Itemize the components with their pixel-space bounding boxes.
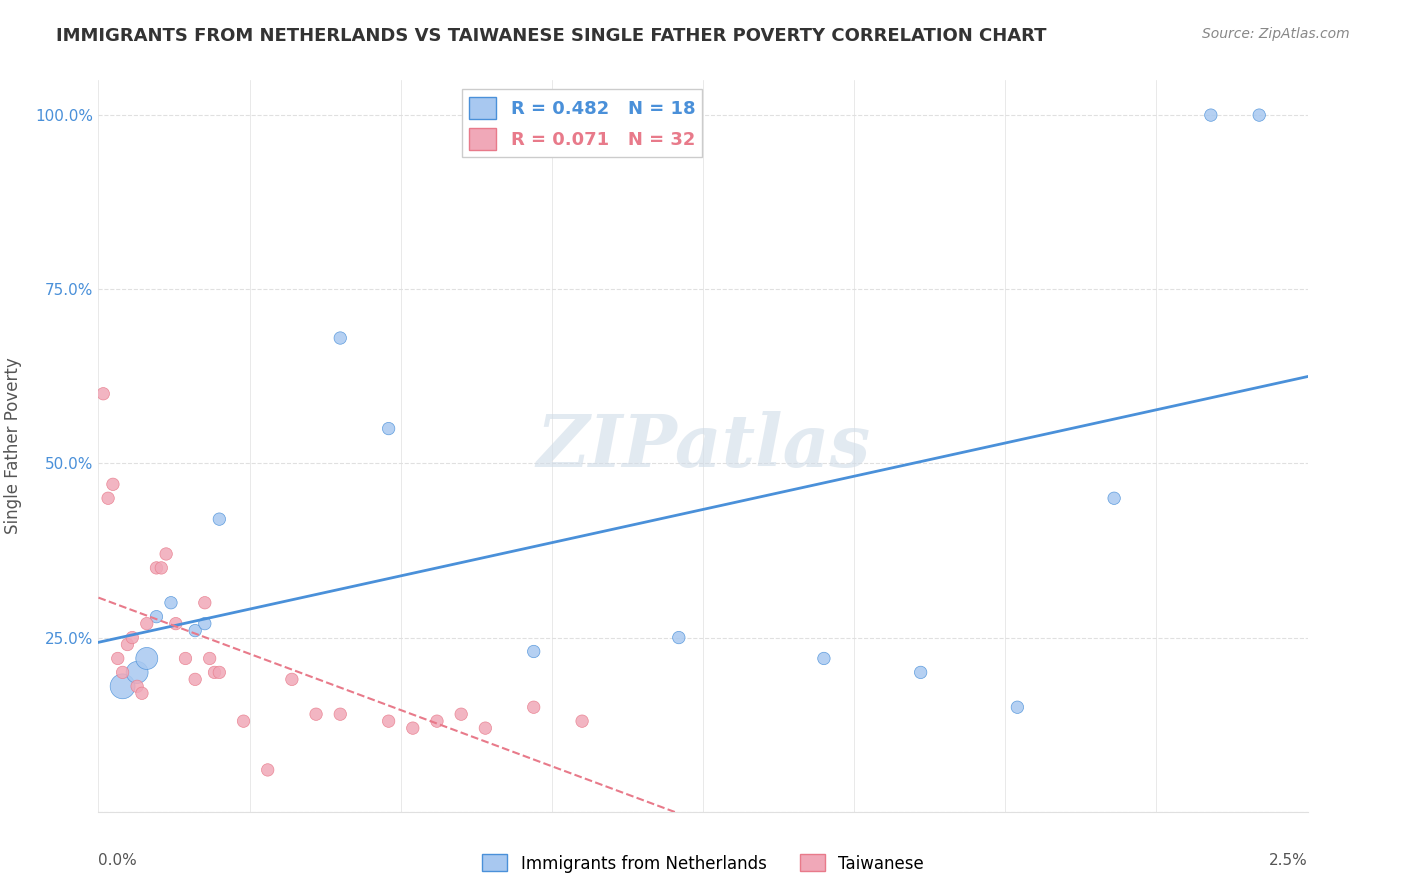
- Y-axis label: Single Father Poverty: Single Father Poverty: [4, 358, 21, 534]
- Point: [91, 386, 114, 401]
- Point: [131, 686, 153, 700]
- Point: [150, 561, 173, 575]
- Point: [117, 638, 139, 652]
- Point: [145, 561, 167, 575]
- Point: [523, 644, 546, 658]
- Legend: R = 0.482   N = 18, R = 0.071   N = 32: R = 0.482 N = 18, R = 0.071 N = 32: [461, 89, 703, 157]
- Point: [184, 624, 207, 638]
- Point: [135, 651, 157, 665]
- Point: [305, 707, 328, 722]
- Point: [145, 609, 167, 624]
- Point: [329, 707, 352, 722]
- Point: [813, 651, 835, 665]
- Point: [101, 477, 124, 491]
- Point: [194, 616, 217, 631]
- Point: [281, 673, 304, 687]
- Point: [329, 331, 352, 345]
- Point: [377, 714, 399, 728]
- Point: [107, 651, 129, 665]
- Point: [208, 665, 231, 680]
- Point: [402, 721, 425, 735]
- Point: [1249, 108, 1271, 122]
- Point: [450, 707, 472, 722]
- Point: [474, 721, 496, 735]
- Point: [127, 665, 149, 680]
- Point: [256, 763, 278, 777]
- Point: [426, 714, 449, 728]
- Point: [523, 700, 546, 714]
- Text: 2.5%: 2.5%: [1268, 854, 1308, 869]
- Point: [155, 547, 177, 561]
- Point: [232, 714, 254, 728]
- Point: [111, 679, 134, 693]
- Point: [668, 631, 690, 645]
- Point: [204, 665, 226, 680]
- Text: 0.0%: 0.0%: [98, 854, 138, 869]
- Point: [121, 631, 143, 645]
- Point: [571, 714, 593, 728]
- Point: [194, 596, 217, 610]
- Point: [198, 651, 221, 665]
- Point: [208, 512, 231, 526]
- Point: [910, 665, 932, 680]
- Point: [160, 596, 183, 610]
- Point: [97, 491, 120, 506]
- Point: [135, 616, 157, 631]
- Point: [1007, 700, 1029, 714]
- Point: [377, 421, 399, 435]
- Point: [111, 665, 134, 680]
- Point: [174, 651, 197, 665]
- Point: [127, 679, 149, 693]
- Text: IMMIGRANTS FROM NETHERLANDS VS TAIWANESE SINGLE FATHER POVERTY CORRELATION CHART: IMMIGRANTS FROM NETHERLANDS VS TAIWANESE…: [56, 27, 1046, 45]
- Point: [1102, 491, 1125, 506]
- Text: ZIPatlas: ZIPatlas: [536, 410, 870, 482]
- Point: [1199, 108, 1222, 122]
- Point: [165, 616, 187, 631]
- Point: [184, 673, 207, 687]
- Text: Source: ZipAtlas.com: Source: ZipAtlas.com: [1202, 27, 1350, 41]
- Legend: Immigrants from Netherlands, Taiwanese: Immigrants from Netherlands, Taiwanese: [475, 847, 931, 880]
